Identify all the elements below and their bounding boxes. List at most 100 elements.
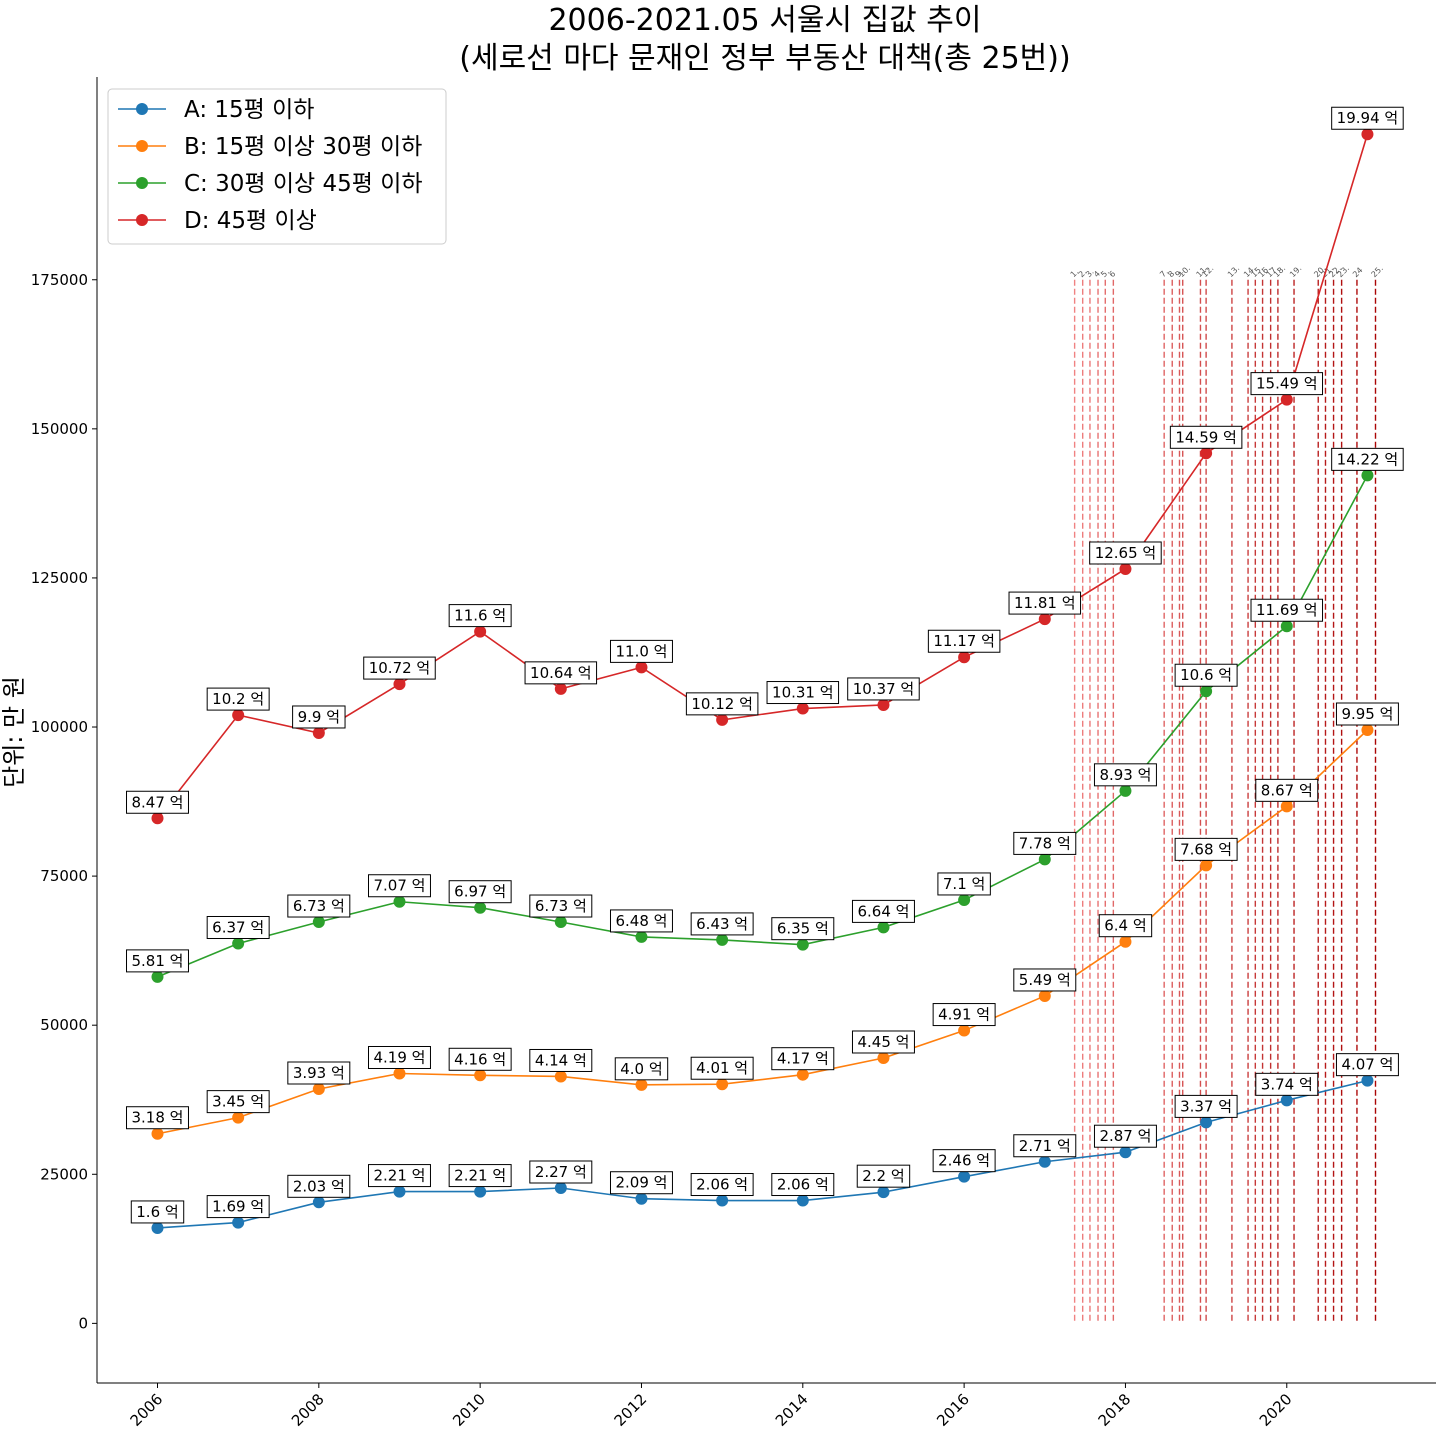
data-point-2-8	[796, 938, 809, 951]
policy-label: 1.	[1069, 267, 1081, 279]
data-point-3-0	[151, 812, 164, 825]
policy-label: 8.	[1166, 267, 1178, 279]
data-label-0-1: 1.69 억	[206, 1195, 270, 1219]
data-point-3-13	[1200, 447, 1213, 460]
data-label-box	[851, 899, 915, 923]
data-label-2-12: 8.93 억	[1093, 763, 1157, 787]
y-tick-label: 125000	[31, 569, 88, 587]
data-label-text: 1.69 억	[212, 1198, 264, 1216]
data-label-box	[851, 1030, 915, 1054]
data-point-2-0	[151, 970, 164, 983]
legend: A: 15평 이하 B: 15평 이상 30평 이하 C: 30평 이상 45평 이…	[107, 88, 447, 245]
data-label-text: 6.35 억	[777, 920, 829, 938]
data-label-box	[685, 692, 759, 716]
legend-swatch-marker	[136, 214, 148, 226]
data-label-text: 3.93 억	[293, 1064, 345, 1082]
data-point-2-12	[1119, 784, 1132, 797]
data-label-text: 4.45 억	[857, 1033, 909, 1051]
data-point-1-0	[151, 1127, 164, 1140]
data-point-0-10	[958, 1170, 971, 1183]
data-point-0-8	[796, 1194, 809, 1207]
data-label-box	[932, 1149, 996, 1173]
data-point-3-15	[1361, 128, 1374, 141]
data-label-2-4: 6.97 억	[448, 880, 512, 904]
y-tick-label: 100000	[31, 718, 88, 736]
data-point-2-4	[474, 901, 487, 914]
data-label-box	[1255, 1072, 1319, 1096]
data-label-box	[1250, 598, 1324, 622]
data-label-text: 2.09 억	[615, 1174, 667, 1192]
data-point-0-1	[232, 1216, 245, 1229]
y-tick-label: 75000	[40, 867, 88, 885]
data-label-box	[766, 681, 840, 705]
data-label-text: 4.16 억	[454, 1050, 506, 1068]
data-label-1-10: 4.91 억	[932, 1003, 996, 1027]
data-point-1-10	[958, 1024, 971, 1037]
data-label-text: 4.14 억	[535, 1051, 587, 1069]
data-point-3-11	[1038, 613, 1051, 626]
data-label-1-9: 4.45 억	[851, 1030, 915, 1054]
data-label-text: 15.49 억	[1256, 375, 1318, 393]
data-label-box	[206, 687, 270, 711]
policy-label: 2.	[1077, 267, 1089, 279]
data-label-text: 3.45 억	[212, 1093, 264, 1111]
series-group	[151, 128, 1374, 1234]
data-label-box	[614, 1057, 669, 1081]
data-label-2-15: 14.22 억	[1331, 447, 1404, 471]
data-label-box	[529, 1048, 593, 1072]
data-point-1-13	[1200, 859, 1213, 872]
data-label-2-0: 5.81 억	[126, 949, 189, 973]
data-label-0-9: 2.2 억	[856, 1164, 911, 1188]
data-label-text: 10.64 억	[530, 664, 592, 682]
data-label-box	[368, 1164, 431, 1188]
data-label-box	[1331, 106, 1404, 130]
legend-entry-0: A: 15평 이하	[184, 97, 314, 123]
data-label-2-9: 6.64 억	[851, 899, 915, 923]
data-point-3-8	[796, 702, 809, 715]
data-label-3-14: 15.49 억	[1250, 372, 1324, 396]
data-label-1-6: 4.0 억	[614, 1057, 669, 1081]
data-label-3-3: 10.72 억	[363, 656, 436, 680]
data-point-0-4	[474, 1185, 487, 1198]
data-label-text: 7.1 억	[943, 875, 985, 893]
data-label-2-11: 7.78 억	[1013, 831, 1077, 855]
data-label-box	[126, 949, 189, 973]
data-label-box	[126, 790, 189, 814]
data-label-box	[130, 1200, 185, 1224]
data-label-text: 2.46 억	[938, 1152, 990, 1170]
data-point-2-9	[877, 921, 890, 934]
data-label-text: 8.47 억	[132, 793, 184, 811]
data-label-box	[529, 1160, 593, 1184]
data-label-1-12: 6.4 억	[1098, 914, 1153, 938]
data-point-3-12	[1119, 562, 1132, 575]
data-label-box	[771, 1047, 835, 1071]
data-label-text: 2.71 억	[1019, 1137, 1071, 1155]
data-label-1-2: 3.93 억	[287, 1061, 351, 1085]
data-label-box	[1169, 425, 1243, 449]
data-label-3-2: 9.9 억	[292, 705, 346, 729]
data-label-0-10: 2.46 억	[932, 1149, 996, 1173]
data-point-0-14	[1280, 1094, 1293, 1107]
data-label-text: 14.22 억	[1337, 450, 1399, 468]
data-label-box	[368, 874, 431, 898]
data-label-box	[1013, 831, 1077, 855]
data-label-text: 10.6 억	[1180, 666, 1232, 684]
data-label-text: 2.27 억	[535, 1163, 587, 1181]
data-label-3-12: 12.65 억	[1089, 541, 1162, 565]
legend-swatch-marker	[136, 140, 148, 152]
data-label-text: 2.06 억	[696, 1176, 748, 1194]
data-label-text: 6.48 억	[615, 912, 667, 930]
data-label-3-9: 10.37 억	[847, 677, 920, 701]
x-tick-label: 2020	[1256, 1390, 1296, 1430]
data-point-0-15	[1361, 1074, 1374, 1087]
data-label-box	[690, 1173, 754, 1197]
data-label-0-15: 4.07 억	[1335, 1053, 1399, 1077]
data-label-0-8: 2.06 억	[771, 1173, 835, 1197]
data-label-text: 8.93 억	[1099, 766, 1151, 784]
data-label-text: 7.68 억	[1180, 840, 1232, 858]
data-label-0-13: 3.37 억	[1174, 1094, 1238, 1118]
policy-label: 4.	[1092, 267, 1104, 279]
data-point-3-2	[312, 726, 325, 739]
series-line-3	[156, 134, 1369, 819]
data-label-text: 11.17 억	[933, 632, 995, 650]
